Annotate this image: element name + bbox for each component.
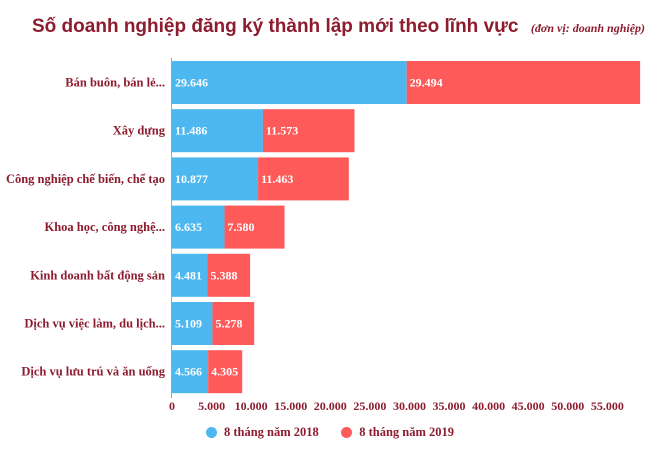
data-label-kinh-doanh-bat-dong-san-series-0: 4.481 <box>175 268 202 282</box>
bar-dich-vu-luu-tru-va-an-uong-series-0 <box>172 350 209 394</box>
x-tick-label-10: 50.000 <box>551 399 584 413</box>
bar-khoa-hoc-cong-nghe-series-0 <box>172 205 225 249</box>
legend-label-2018: 8 tháng năm 2018 <box>223 425 319 439</box>
category-label-dich-vu-viec-lam-du-lich: Dịch vụ việc làm, du lịch... <box>24 317 165 331</box>
x-tick-label-2: 10.000 <box>235 399 268 413</box>
category-label-cong-nghiep-che-bien-che-tao: Công nghiệp chế biến, chế tạo <box>6 172 165 186</box>
bar-ban-buon-ban-le-series-1 <box>406 61 641 104</box>
x-tick-label-9: 45.000 <box>512 399 545 413</box>
legend-dot-2018 <box>205 427 217 438</box>
category-label-ban-buon-ban-le: Bán buôn, bán lẻ... <box>65 76 165 90</box>
bar-kinh-doanh-bat-dong-san-series-0 <box>172 253 208 297</box>
bar-cong-nghiep-che-bien-che-tao-series-0 <box>172 157 259 201</box>
legend-item-2018: 8 tháng năm 2018 <box>205 425 319 440</box>
x-tick-label-5: 25.000 <box>353 399 386 413</box>
x-tick-label-1: 5.000 <box>198 399 225 413</box>
data-label-dich-vu-viec-lam-du-lich-series-1: 5.278 <box>215 317 242 331</box>
data-label-xay-dung-series-0: 11.486 <box>175 124 207 138</box>
category-label-kinh-doanh-bat-dong-san: Kinh doanh bất động sản <box>30 268 165 282</box>
chart-title: Số doanh nghiệp đăng ký thành lập mới th… <box>32 16 519 37</box>
legend-label-2019: 8 tháng năm 2019 <box>359 425 455 439</box>
x-tick-label-11: 55.000 <box>591 399 624 413</box>
data-label-ban-buon-ban-le-series-0: 29.646 <box>175 76 208 90</box>
x-tick-label-4: 20.000 <box>314 399 347 413</box>
data-label-khoa-hoc-cong-nghe-series-1: 7.580 <box>228 220 255 234</box>
category-label-xay-dung: Xây dựng <box>113 124 166 138</box>
bar-ban-buon-ban-le-series-0 <box>172 61 407 104</box>
data-label-dich-vu-luu-tru-va-an-uong-series-1: 4.305 <box>211 365 238 379</box>
data-label-cong-nghiep-che-bien-che-tao-series-1: 11.463 <box>261 172 293 186</box>
bar-xay-dung-series-1 <box>262 109 355 153</box>
category-label-khoa-hoc-cong-nghe: Khoa học, công nghệ... <box>44 220 165 234</box>
bar-chart: Bán buôn, bán lẻ... 29.646 29.494 Xây dựng 1… <box>6 58 641 413</box>
legend-item-2019: 8 tháng năm 2019 <box>341 425 454 440</box>
bar-kinh-doanh-bat-dong-san-series-1 <box>207 253 251 297</box>
bar-xay-dung-series-0 <box>172 109 263 153</box>
data-label-cong-nghiep-che-bien-che-tao-series-0: 10.877 <box>175 172 208 186</box>
data-label-kinh-doanh-bat-dong-san-series-1: 5.388 <box>210 268 237 282</box>
legend: 8 tháng năm 2018 8 tháng năm 2019 <box>0 425 660 443</box>
x-tick-label-7: 35.000 <box>433 399 466 413</box>
data-label-ban-buon-ban-le-series-1: 29.494 <box>410 76 443 90</box>
data-label-dich-vu-luu-tru-va-an-uong-series-0: 4.566 <box>175 365 202 379</box>
category-label-dich-vu-luu-tru-va-an-uong: Dịch vụ lưu trú và ăn uống <box>21 365 165 379</box>
chart-subtitle: (đơn vị: doanh nghiệp) <box>530 21 646 35</box>
legend-dot-2019 <box>341 427 353 438</box>
x-tick-label-0: 0 <box>169 399 175 413</box>
bar-khoa-hoc-cong-nghe-series-1 <box>224 205 285 249</box>
x-tick-label-8: 40.000 <box>472 399 505 413</box>
bar-dich-vu-luu-tru-va-an-uong-series-1 <box>208 350 243 394</box>
bar-dich-vu-viec-lam-du-lich-series-0 <box>172 302 213 345</box>
data-label-dich-vu-viec-lam-du-lich-series-0: 5.109 <box>175 317 202 331</box>
bar-dich-vu-viec-lam-du-lich-series-1 <box>212 302 255 345</box>
bar-cong-nghiep-che-bien-che-tao-series-1 <box>258 157 349 201</box>
data-label-khoa-hoc-cong-nghe-series-0: 6.635 <box>175 220 202 234</box>
chart-title-block: Số doanh nghiệp đăng ký thành lập mới th… <box>32 16 645 38</box>
data-label-xay-dung-series-1: 11.573 <box>266 124 298 138</box>
x-tick-label-6: 30.000 <box>393 399 426 413</box>
x-tick-label-3: 15.000 <box>274 399 307 413</box>
